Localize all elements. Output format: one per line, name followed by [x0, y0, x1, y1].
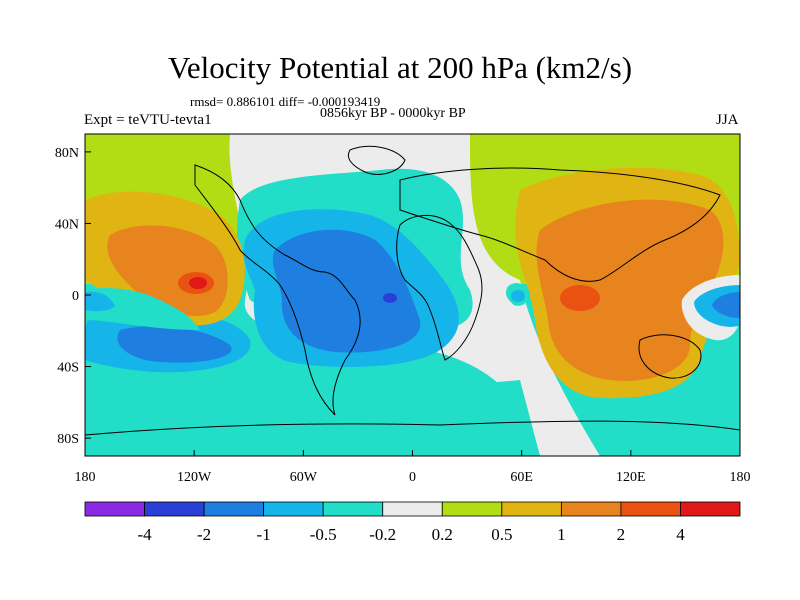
period-subtitle: 0856kyr BP - 0000kyr BP	[320, 106, 466, 121]
y-tick-label: 40S	[57, 361, 79, 376]
eq-pacific-blue	[85, 291, 115, 312]
colorbar-swatch	[382, 501, 443, 517]
colorbar-swatch	[620, 501, 681, 517]
colorbar-swatch	[560, 501, 622, 517]
colorbar-swatch	[263, 501, 324, 517]
colorbar-label: -0.2	[369, 525, 396, 544]
chart-title: Velocity Potential at 200 hPa (km2/s)	[167, 50, 633, 85]
x-tick-label: 180	[730, 470, 751, 485]
east-pacific-peak	[189, 277, 207, 289]
season-label: JJA	[716, 112, 739, 128]
colorbar-swatch	[441, 501, 503, 517]
antarctica-outline	[85, 420, 740, 436]
indian-spot	[511, 290, 525, 302]
west-pacific-core	[712, 292, 740, 318]
eq-pacific-cyan	[85, 288, 200, 330]
colorbar-label: -0.5	[310, 525, 337, 544]
colorbar-label: -1	[257, 525, 271, 544]
australia-outline	[638, 334, 702, 379]
y-tick-label: 40N	[55, 217, 79, 232]
americas-outline	[194, 164, 361, 416]
asia-high	[536, 199, 724, 381]
eurasia-outline	[399, 167, 721, 282]
coastlines	[85, 145, 740, 436]
colorbar-label: 0.2	[432, 525, 453, 544]
y-axis: 80N 40N 0 40S 80S	[55, 146, 91, 447]
x-tick-label: 120E	[616, 470, 646, 485]
y-tick-label: 80N	[55, 146, 79, 161]
stats-subtitle: rmsd= 0.886101 diff= -0.000193419	[190, 94, 381, 109]
x-tick-label: 180	[75, 470, 96, 485]
colorbar-label: -4	[137, 525, 152, 544]
y-tick-label: 80S	[57, 432, 79, 447]
colorbar-label: -2	[197, 525, 211, 544]
experiment-label: Expt = teVTU-tevta1	[84, 112, 212, 128]
x-tick-label: 60W	[290, 470, 318, 485]
x-tick-label: 60E	[510, 470, 533, 485]
colorbar: -4 -2 -1 -0.5 -0.2 0.2 0.5 1 2 4	[84, 501, 741, 544]
x-tick-label: 0	[409, 470, 416, 485]
asia-high-core	[560, 285, 600, 311]
colorbar-swatch	[501, 501, 562, 517]
atlantic-low-inner	[272, 229, 421, 353]
colorbar-label: 1	[557, 525, 566, 544]
colorbar-swatch	[680, 501, 741, 517]
southern-cyan-2	[85, 410, 505, 456]
greenland-outline	[347, 145, 406, 175]
south-pacific-core	[117, 325, 232, 363]
atlantic-min	[383, 293, 397, 303]
colorbar-label: 0.5	[491, 525, 512, 544]
colorbar-label: 2	[617, 525, 626, 544]
colorbar-swatch	[322, 501, 384, 517]
contour-fill-layer	[85, 134, 740, 456]
x-axis: 180 120W 60W 0 60E 120E 180	[75, 450, 751, 485]
colorbar-swatch	[144, 501, 205, 517]
colorbar-swatch	[203, 501, 265, 517]
x-tick-label: 120W	[177, 470, 212, 485]
colorbar-swatch	[84, 501, 145, 517]
africa-outline	[396, 214, 483, 361]
y-tick-label: 0	[72, 289, 79, 304]
colorbar-label: 4	[676, 525, 685, 544]
